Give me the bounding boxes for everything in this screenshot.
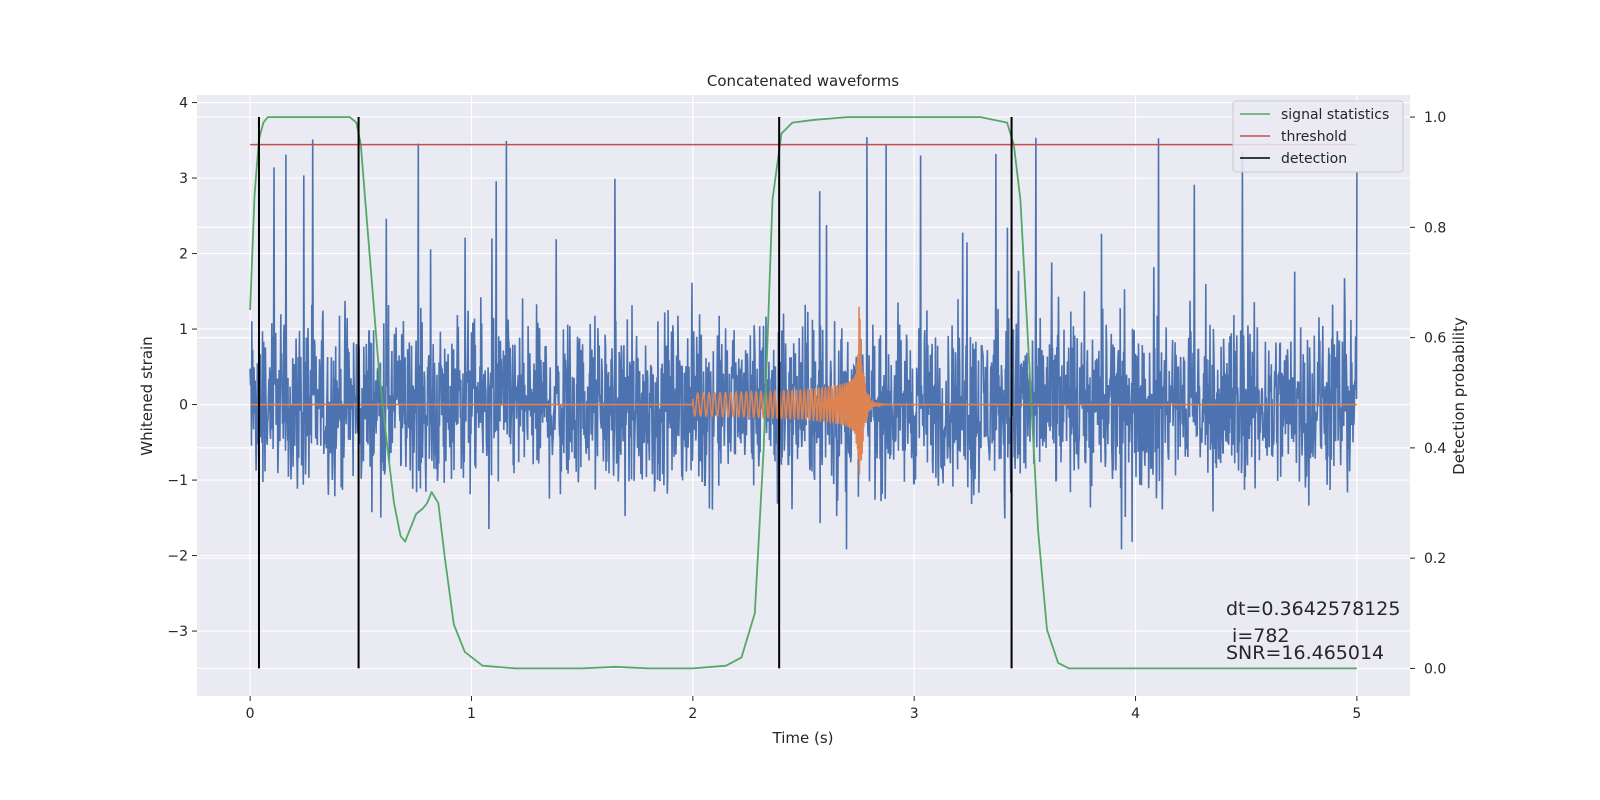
x-axis-title: Time (s) [772, 729, 834, 747]
y-tick-label: −2 [167, 549, 188, 565]
x-tick-label: 3 [910, 706, 919, 722]
x-tick-label: 4 [1131, 706, 1140, 722]
annotation-dt: dt=0.3642578125 [1226, 598, 1400, 620]
annotations: dt=0.3642578125 i=782 SNR=16.465014 [1226, 598, 1400, 664]
y2-tick-label: 0.2 [1424, 551, 1446, 567]
legend-box [1232, 100, 1404, 173]
y2-tick-label: 0.4 [1424, 441, 1446, 457]
chirp-line [250, 306, 1357, 475]
y-tick-label: 4 [179, 96, 188, 112]
y2-axis-ticks: 0.0 0.2 0.4 0.6 0.8 1.0 [1410, 110, 1446, 677]
y-tick-label: 2 [179, 247, 188, 263]
y2-tick-label: 1.0 [1424, 110, 1446, 126]
y-tick-label: 3 [179, 171, 188, 187]
legend: signal statistics threshold detection [1232, 100, 1404, 173]
x-tick-label: 2 [688, 706, 697, 722]
legend-label-threshold: threshold [1281, 129, 1347, 145]
chart-title: Concatenated waveforms [707, 72, 899, 90]
x-tick-label: 0 [246, 706, 255, 722]
annotation-snr: SNR=16.465014 [1226, 642, 1384, 664]
detection-series [257, 117, 1013, 669]
y2-tick-label: 0.0 [1424, 661, 1446, 677]
legend-label-signal-statistics: signal statistics [1281, 107, 1389, 123]
x-axis-ticks: 0 1 2 3 4 5 [246, 696, 1361, 722]
legend-label-detection: detection [1281, 151, 1347, 167]
y2-axis-title: Detection probability [1450, 317, 1468, 475]
y-axis-title: Whitened strain [138, 336, 156, 455]
y2-tick-label: 0.8 [1424, 220, 1446, 236]
y-tick-label: −3 [167, 624, 188, 640]
annotation-index: i=782 [1226, 625, 1290, 647]
y-axis-ticks: −3 −2 −1 0 1 2 3 4 [167, 96, 197, 640]
chirp-series [250, 306, 1357, 475]
y2-tick-label: 0.6 [1424, 331, 1446, 347]
y-tick-label: 1 [179, 322, 188, 338]
y-tick-label: 0 [179, 398, 188, 414]
x-tick-label: 5 [1352, 706, 1361, 722]
y-tick-label: −1 [167, 473, 188, 489]
x-tick-label: 1 [467, 706, 476, 722]
